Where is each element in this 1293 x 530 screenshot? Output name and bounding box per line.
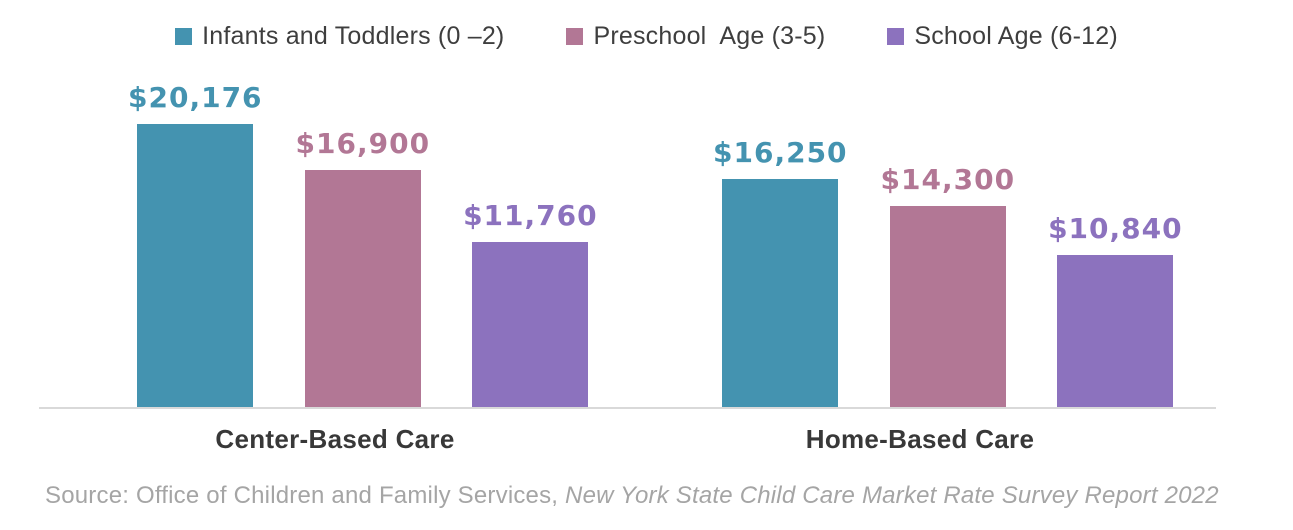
- plot-area: $20,176 $16,900 $11,760 $16,250 $14,300 $10,8…: [128, 81, 1183, 407]
- legend-item-preschool: Preschool Age (3-5): [566, 22, 825, 51]
- source-citation: New York State Child Care Market Rate Su…: [565, 482, 1219, 509]
- legend-label: School Age (6-12): [914, 22, 1118, 50]
- legend-item-infants: Infants and Toddlers (0 –2): [175, 22, 504, 51]
- source-note: Source: Office of Children and Family Se…: [45, 482, 1273, 510]
- bar-value-label: $20,176: [128, 81, 263, 115]
- bar-value-label: $14,300: [880, 163, 1016, 197]
- legend-swatch-preschool: [566, 28, 584, 45]
- legend-item-school: School Age (6-12): [887, 22, 1118, 51]
- bar-group: $16,250 $14,300 $10,840: [713, 136, 1183, 407]
- bar-group: $20,176 $16,900 $11,760: [128, 81, 598, 407]
- bar-cell: $16,900: [295, 127, 431, 407]
- source-prefix: Source: Office of Children and Family Se…: [45, 482, 566, 509]
- bar: [472, 242, 589, 407]
- bar: [722, 179, 839, 407]
- legend-label: Infants and Toddlers (0 –2): [202, 22, 505, 50]
- bar-value-label: $16,250: [713, 136, 848, 170]
- bar-cell: $14,300: [880, 163, 1016, 407]
- category-label-home-based: Home-Based Care: [805, 424, 1035, 454]
- bar-cell: $11,760: [463, 199, 598, 407]
- bar-cell: $16,250: [713, 136, 848, 407]
- bar-value-label: $11,760: [463, 199, 598, 233]
- bar-value-label: $16,900: [295, 127, 431, 161]
- bar: [137, 124, 254, 407]
- bar: [889, 206, 1006, 407]
- bar: [1057, 255, 1174, 407]
- bar-value-label: $10,840: [1048, 212, 1183, 246]
- legend-label: Preschool Age (3-5): [593, 22, 826, 50]
- category-label-center-based: Center-Based Care: [215, 424, 455, 454]
- legend-swatch-school: [887, 28, 905, 45]
- legend-swatch-infants: [175, 28, 193, 45]
- bar-cell: $20,176: [128, 81, 263, 407]
- chart-legend: Infants and Toddlers (0 –2) Preschool Ag…: [0, 22, 1293, 51]
- x-axis-line: [39, 407, 1216, 409]
- bar: [304, 170, 421, 407]
- bar-cell: $10,840: [1048, 212, 1183, 407]
